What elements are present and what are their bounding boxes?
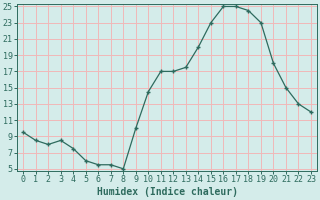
X-axis label: Humidex (Indice chaleur): Humidex (Indice chaleur) [97,187,237,197]
